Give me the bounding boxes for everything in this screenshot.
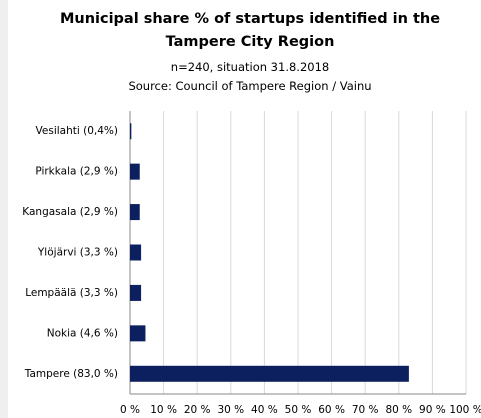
x-tick-label: 80 %: [385, 404, 412, 416]
chart-panel: [8, 0, 481, 418]
x-tick-label: 90 %: [419, 404, 446, 416]
chart-source: Source: Council of Tampere Region / Vain…: [128, 79, 372, 93]
x-tick-label: 20 %: [184, 404, 211, 416]
y-tick-label: Nokia (4,6 %): [47, 327, 118, 339]
bar: [130, 123, 132, 140]
y-tick-label: Kangasala (2,9 %): [22, 206, 118, 218]
bar: [130, 284, 142, 301]
y-tick-label: Lempäälä (3,3 %): [25, 287, 118, 299]
bar: [130, 244, 142, 261]
x-tick-label: 50 %: [285, 404, 312, 416]
x-tick-label: 60 %: [318, 404, 345, 416]
y-tick-label: Ylöjärvi (3,3 %): [37, 247, 118, 259]
chart-title: Municipal share % of startups identified…: [59, 11, 441, 50]
bar: [130, 204, 140, 221]
y-tick-label: Pirkkala (2,9 %): [35, 166, 118, 178]
x-tick-label: 40 %: [251, 404, 278, 416]
x-tick-label: 10 %: [150, 404, 177, 416]
x-tick-label: 100 %: [449, 404, 481, 416]
y-tick-label: Vesilahti (0,4%): [36, 125, 118, 137]
bar: [130, 325, 146, 342]
chart-subtitle: n=240, situation 31.8.2018: [170, 60, 330, 74]
bar: [130, 163, 140, 180]
y-tick-label: Tampere (83,0 %): [24, 368, 118, 380]
bar: [130, 365, 409, 382]
x-tick-label: 30 %: [217, 404, 244, 416]
x-tick-label: 0 %: [120, 404, 140, 416]
x-tick-label: 70 %: [352, 404, 379, 416]
